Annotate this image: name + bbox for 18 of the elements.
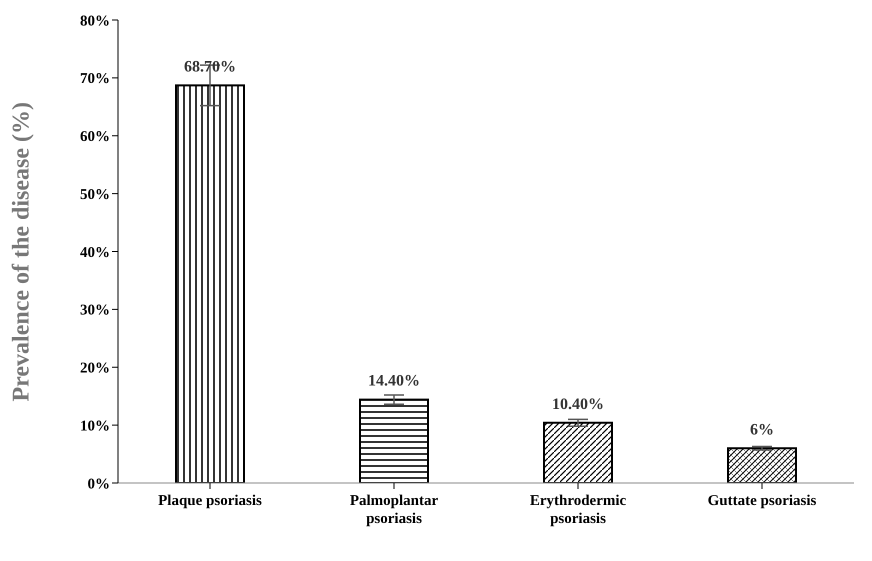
x-tick-label: Erythrodermic psoriasis [530,493,627,527]
y-tick-label: 70% [80,71,110,88]
x-tick-label: Palmoplantar psoriasis [350,493,438,527]
x-tick-label: Guttate psoriasis [708,493,817,509]
y-tick-label: 20% [80,360,110,377]
data-label: 14.40% [368,372,420,390]
y-tick-label: 30% [80,302,110,319]
y-tick-label: 50% [80,186,110,203]
y-tick-label: 60% [80,129,110,146]
data-label: 6% [750,421,774,438]
data-label: 10.40% [552,396,604,413]
y-tick-label: 80% [80,13,110,30]
y-tick-label: 10% [80,418,110,434]
data-label: 68.70% [184,58,236,76]
y-axis-title: Prevalence of the disease (%) [8,102,35,402]
y-tick-label: 40% [80,244,110,261]
y-tick-label: 0% [88,476,110,492]
x-tick-label: Plaque psoriasis [158,493,262,509]
